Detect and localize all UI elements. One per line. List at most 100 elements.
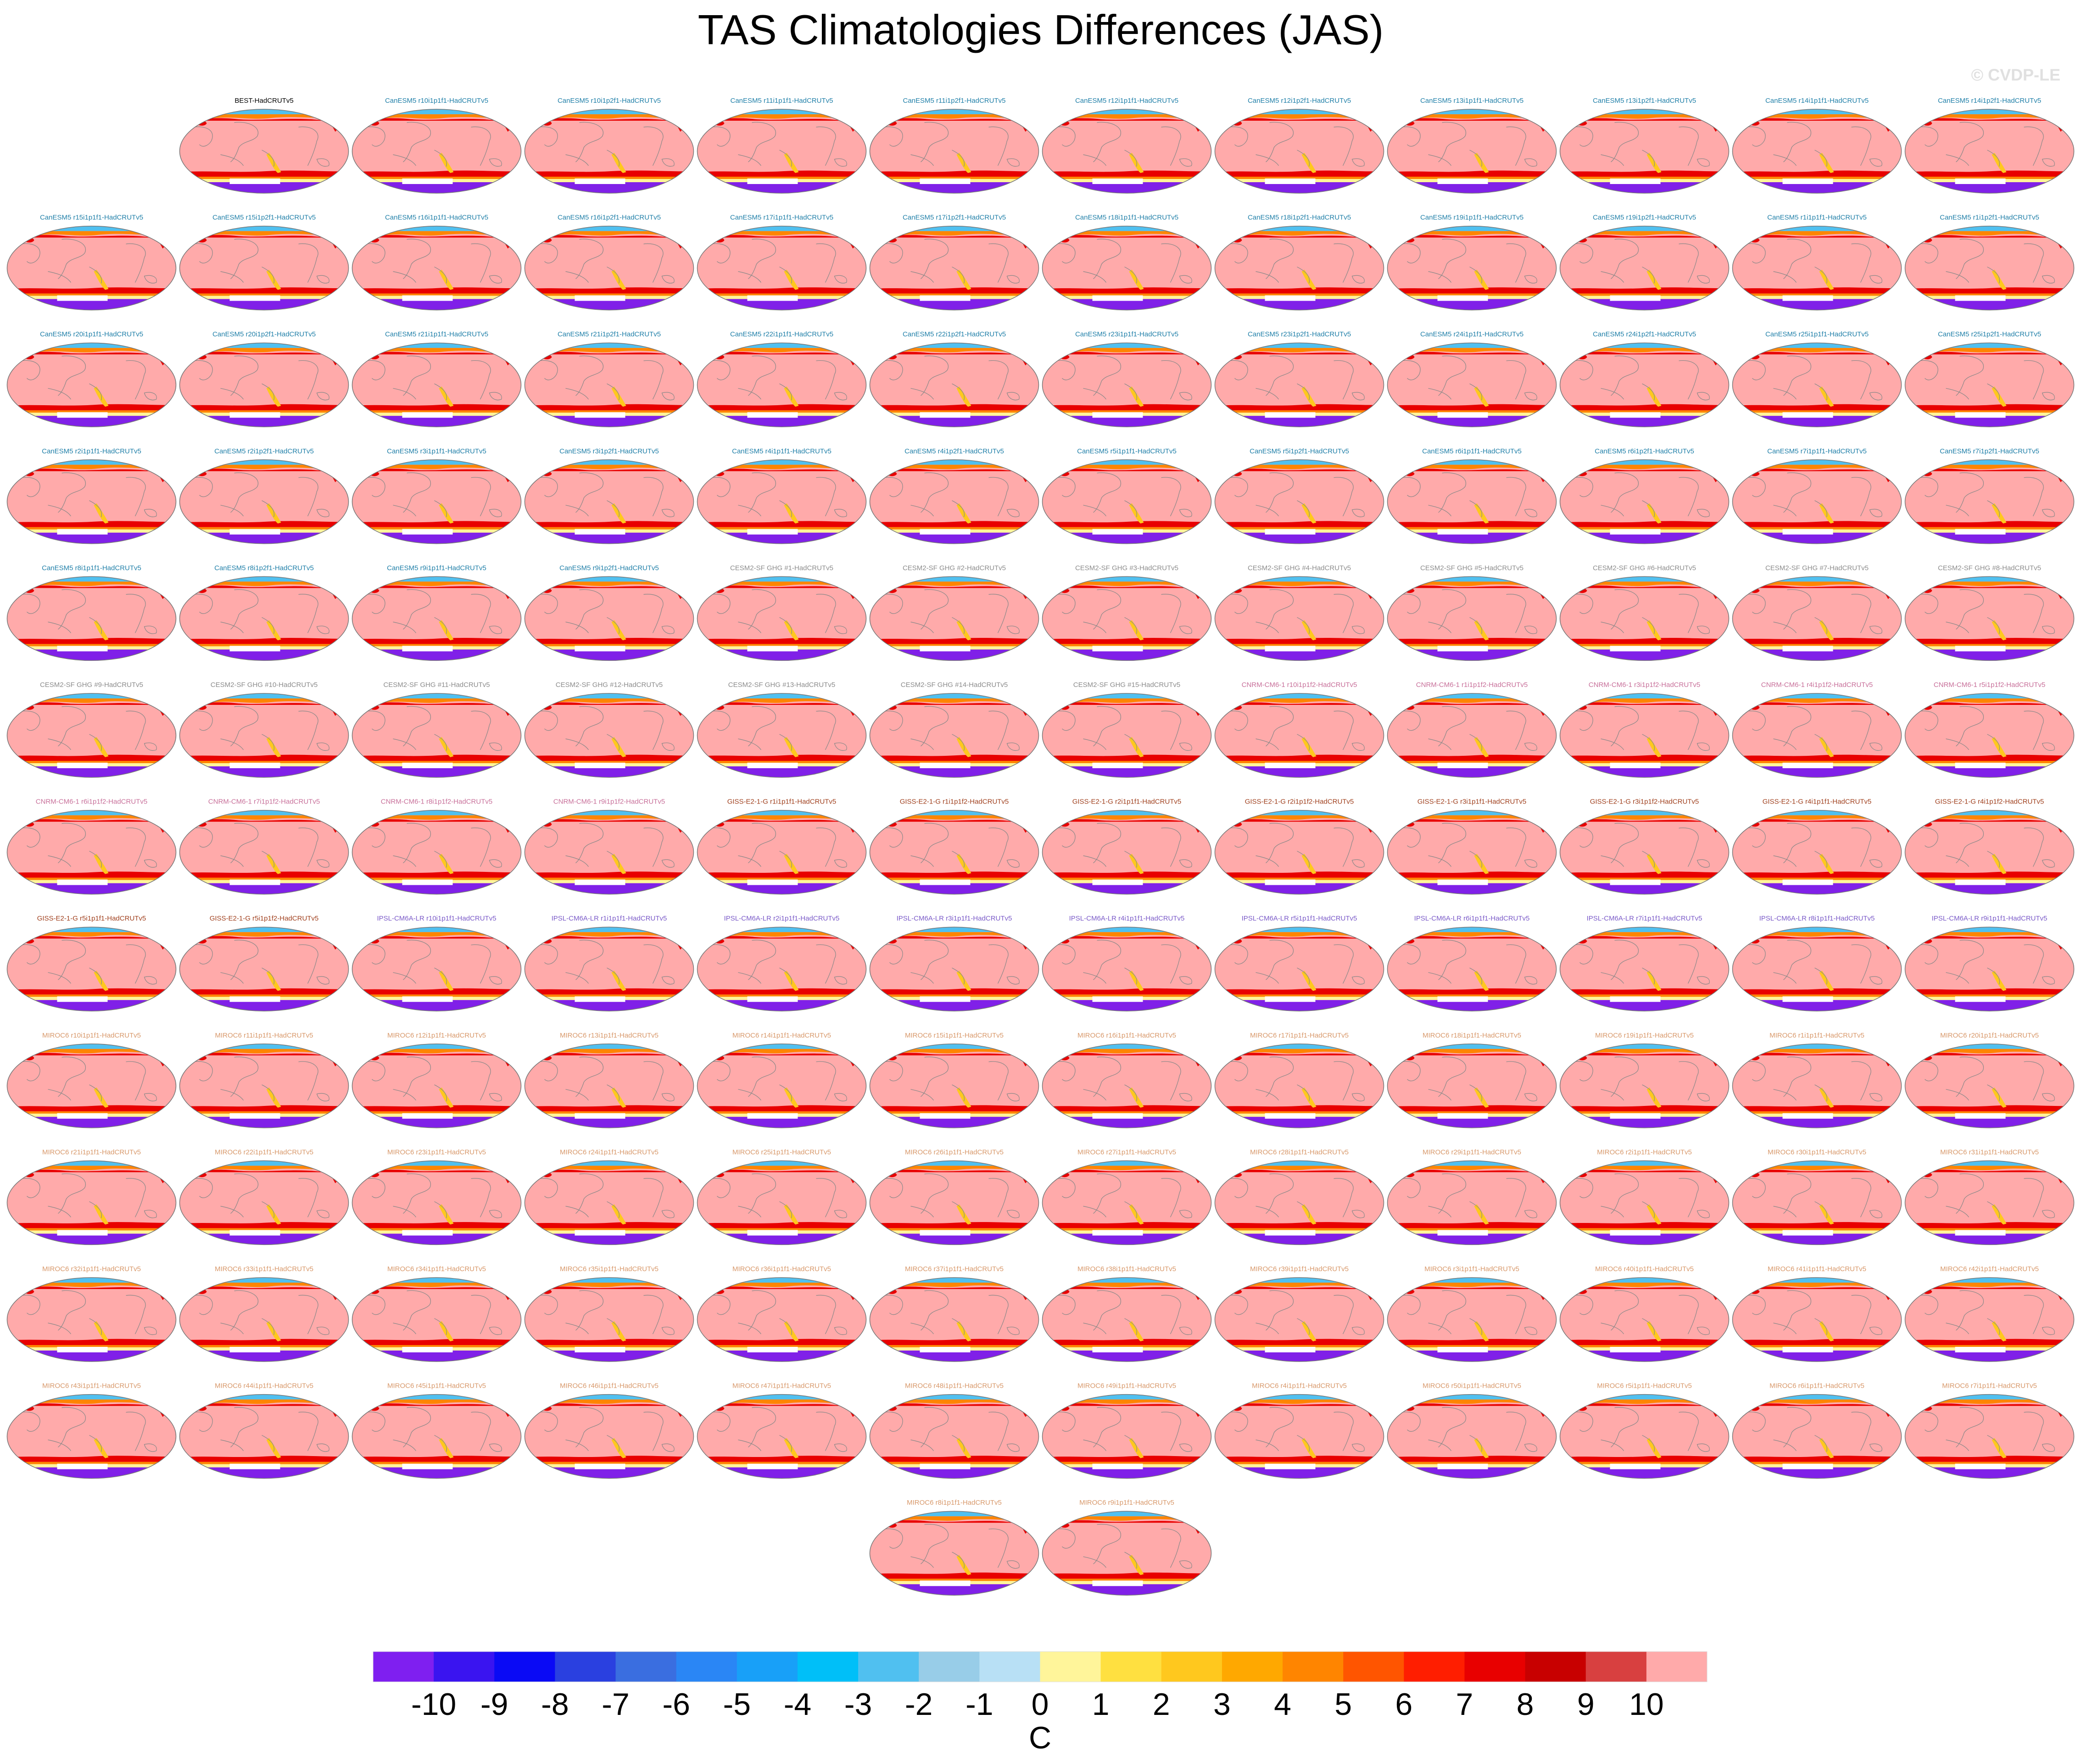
panel: CNRM-CM6-1 r5i1p1f2-HadCRUTv5 xyxy=(1905,681,2075,778)
map xyxy=(1905,576,2075,661)
map xyxy=(1560,109,1730,194)
panel: CanESM5 r23i1p2f1-HadCRUTv5 xyxy=(1215,330,1384,427)
colorbar-box xyxy=(797,1652,859,1682)
panel-title: CanESM5 r10i1p2f1-HadCRUTv5 xyxy=(558,97,661,105)
map xyxy=(7,226,177,311)
map xyxy=(525,1394,694,1479)
panel: CNRM-CM6-1 r7i1p1f2-HadCRUTv5 xyxy=(179,798,349,895)
panel-title: CanESM5 r15i1p2f1-HadCRUTv5 xyxy=(212,214,316,222)
panel: MIROC6 r30i1p1f1-HadCRUTv5 xyxy=(1732,1148,1902,1245)
panel: MIROC6 r50i1p1f1-HadCRUTv5 xyxy=(1387,1382,1557,1479)
colorbar-label: 4 xyxy=(1274,1687,1291,1722)
map xyxy=(525,927,694,1011)
panel-title: CESM2-SF GHG #2-HadCRUTv5 xyxy=(903,564,1006,572)
panel-title: CanESM5 r20i1p1f1-HadCRUTv5 xyxy=(40,330,143,338)
panel: MIROC6 r9i1p1f1-HadCRUTv5 xyxy=(1042,1499,1212,1596)
colorbar-label: -2 xyxy=(905,1687,932,1722)
panel-title: CanESM5 r22i1p2f1-HadCRUTv5 xyxy=(903,330,1006,338)
panel-title: CESM2-SF GHG #10-HadCRUTv5 xyxy=(211,681,318,689)
panel: CESM2-SF GHG #3-HadCRUTv5 xyxy=(1042,564,1212,661)
map xyxy=(7,927,177,1011)
map xyxy=(697,1044,867,1128)
colorbar-label: 10 xyxy=(1629,1687,1664,1722)
colorbar-box xyxy=(615,1652,677,1682)
map xyxy=(697,1277,867,1362)
panel: CanESM5 r11i1p1f1-HadCRUTv5 xyxy=(697,97,867,194)
panel-title: CanESM5 r24i1p1f1-HadCRUTv5 xyxy=(1420,330,1524,338)
map xyxy=(1732,459,1902,544)
map xyxy=(7,576,177,661)
colorbar-label: -7 xyxy=(602,1687,629,1722)
map xyxy=(697,109,867,194)
panel: GISS-E2-1-G r2i1p1f1-HadCRUTv5 xyxy=(1042,798,1212,895)
map xyxy=(352,459,522,544)
panel-title: MIROC6 r38i1p1f1-HadCRUTv5 xyxy=(1077,1265,1176,1273)
panel: CNRM-CM6-1 r10i1p1f2-HadCRUTv5 xyxy=(1215,681,1384,778)
map xyxy=(1042,1044,1212,1128)
map xyxy=(525,1160,694,1245)
panel-title: CanESM5 r5i1p2f1-HadCRUTv5 xyxy=(1250,447,1349,455)
map xyxy=(1042,226,1212,311)
panel: CanESM5 r25i1p1f1-HadCRUTv5 xyxy=(1732,330,1902,427)
panel: MIROC6 r21i1p1f1-HadCRUTv5 xyxy=(7,1148,177,1245)
panel-title: CESM2-SF GHG #9-HadCRUTv5 xyxy=(40,681,143,689)
panel-title: MIROC6 r21i1p1f1-HadCRUTv5 xyxy=(42,1148,141,1156)
map xyxy=(7,810,177,895)
panel-title: MIROC6 r45i1p1f1-HadCRUTv5 xyxy=(387,1382,486,1390)
colorbar-box xyxy=(1646,1652,1708,1682)
panel: CanESM5 r13i1p1f1-HadCRUTv5 xyxy=(1387,97,1557,194)
panel-title: CanESM5 r17i1p1f1-HadCRUTv5 xyxy=(730,214,833,222)
panel-title: GISS-E2-1-G r1i1p1f2-HadCRUTv5 xyxy=(900,798,1009,806)
colorbar-box xyxy=(1161,1652,1222,1682)
panel-title: CNRM-CM6-1 r4i1p1f2-HadCRUTv5 xyxy=(1761,681,1873,689)
map xyxy=(1560,1160,1730,1245)
panel-title: GISS-E2-1-G r2i1p1f1-HadCRUTv5 xyxy=(1072,798,1182,806)
panel-title: CanESM5 r3i1p2f1-HadCRUTv5 xyxy=(559,447,659,455)
colorbar-label: -10 xyxy=(411,1687,456,1722)
panel-title: CanESM5 r11i1p2f1-HadCRUTv5 xyxy=(903,97,1006,105)
panel: CanESM5 r2i1p1f1-HadCRUTv5 xyxy=(7,447,177,544)
panel-title: MIROC6 r24i1p1f1-HadCRUTv5 xyxy=(560,1148,659,1156)
panel: CanESM5 r7i1p2f1-HadCRUTv5 xyxy=(1905,447,2075,544)
map xyxy=(1560,1044,1730,1128)
panel: MIROC6 r37i1p1f1-HadCRUTv5 xyxy=(870,1265,1039,1362)
colorbar-box xyxy=(373,1652,434,1682)
map xyxy=(1387,226,1557,311)
panel-title: CanESM5 r18i1p1f1-HadCRUTv5 xyxy=(1075,214,1178,222)
map xyxy=(7,1160,177,1245)
panel: IPSL-CM6A-LR r8i1p1f1-HadCRUTv5 xyxy=(1732,915,1902,1011)
panel: CanESM5 r20i1p2f1-HadCRUTv5 xyxy=(179,330,349,427)
map xyxy=(1560,927,1730,1011)
panel-title: CNRM-CM6-1 r10i1p1f2-HadCRUTv5 xyxy=(1242,681,1357,689)
panel: GISS-E2-1-G r2i1p1f2-HadCRUTv5 xyxy=(1215,798,1384,895)
map xyxy=(1215,459,1384,544)
panel-title: MIROC6 r13i1p1f1-HadCRUTv5 xyxy=(560,1032,659,1039)
panel: CanESM5 r2i1p2f1-HadCRUTv5 xyxy=(179,447,349,544)
panel: CanESM5 r23i1p1f1-HadCRUTv5 xyxy=(1042,330,1212,427)
map xyxy=(1042,342,1212,427)
map xyxy=(1387,459,1557,544)
panel: CanESM5 r14i1p2f1-HadCRUTv5 xyxy=(1905,97,2075,194)
panel: MIROC6 r48i1p1f1-HadCRUTv5 xyxy=(870,1382,1039,1479)
map xyxy=(1215,927,1384,1011)
map xyxy=(179,1277,349,1362)
panel: CNRM-CM6-1 r9i1p1f2-HadCRUTv5 xyxy=(525,798,694,895)
panel: CanESM5 r21i1p2f1-HadCRUTv5 xyxy=(525,330,694,427)
panel: MIROC6 r35i1p1f1-HadCRUTv5 xyxy=(525,1265,694,1362)
map xyxy=(352,109,522,194)
colorbar-box xyxy=(434,1652,495,1682)
panel-title: CanESM5 r22i1p1f1-HadCRUTv5 xyxy=(730,330,833,338)
panel: CESM2-SF GHG #7-HadCRUTv5 xyxy=(1732,564,1902,661)
panel-title: CanESM5 r9i1p2f1-HadCRUTv5 xyxy=(559,564,659,572)
panel: IPSL-CM6A-LR r2i1p1f1-HadCRUTv5 xyxy=(697,915,867,1011)
colorbar-label: 8 xyxy=(1517,1687,1534,1722)
panel-title: CESM2-SF GHG #11-HadCRUTv5 xyxy=(383,681,490,689)
panel: CanESM5 r16i1p2f1-HadCRUTv5 xyxy=(525,214,694,311)
panel-title: CanESM5 r13i1p1f1-HadCRUTv5 xyxy=(1420,97,1524,105)
panel-title: CESM2-SF GHG #1-HadCRUTv5 xyxy=(730,564,833,572)
map xyxy=(179,693,349,778)
panel: MIROC6 r16i1p1f1-HadCRUTv5 xyxy=(1042,1032,1212,1128)
colorbar-label: 7 xyxy=(1456,1687,1473,1722)
panel: CanESM5 r22i1p1f1-HadCRUTv5 xyxy=(697,330,867,427)
